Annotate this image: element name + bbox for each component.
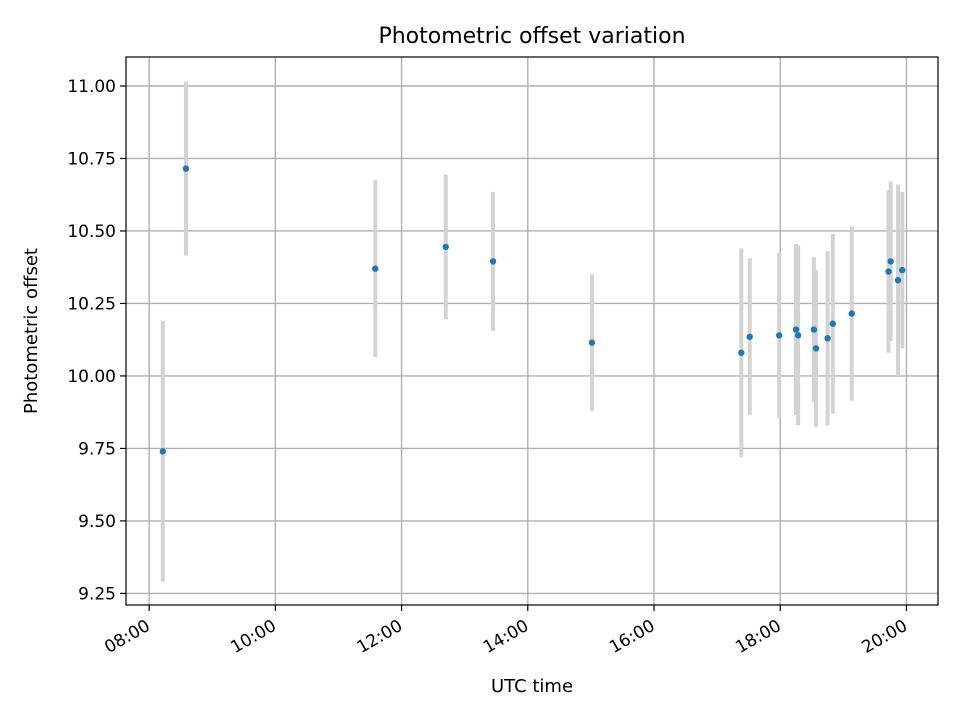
data-point	[746, 333, 753, 340]
y-tick-label: 10.00	[67, 367, 116, 387]
y-tick-label: 11.00	[67, 77, 116, 97]
data-point	[159, 448, 167, 455]
data-point	[588, 339, 596, 346]
data-point	[810, 326, 818, 333]
data-point	[182, 165, 190, 172]
data-point	[489, 258, 497, 265]
data-points	[159, 165, 906, 455]
y-tick-label: 9.75	[78, 439, 116, 459]
data-point	[775, 332, 783, 339]
data-point	[885, 268, 892, 275]
y-tick-label: 9.25	[78, 584, 116, 604]
data-point	[812, 345, 820, 352]
data-point	[792, 326, 800, 333]
axes-frame	[125, 56, 939, 606]
data-point	[372, 265, 379, 272]
y-tick-label: 10.25	[67, 294, 116, 314]
data-point	[894, 277, 902, 284]
data-point	[738, 349, 745, 356]
y-tick-label: 10.50	[67, 222, 116, 242]
data-point	[899, 266, 906, 274]
data-point	[794, 332, 802, 339]
data-point	[824, 335, 831, 342]
x-axis-label: UTC time	[491, 676, 573, 697]
data-point	[829, 320, 837, 327]
chart-title: Photometric offset variation	[378, 24, 685, 49]
data-point	[887, 258, 894, 265]
y-tick-label: 9.50	[78, 512, 116, 532]
y-axis-ticks: 9.25 9.50 9.75 10.00 10.25 10.50 10.75 11.00	[67, 77, 126, 604]
y-tick-label: 10.75	[67, 149, 116, 169]
data-point	[848, 310, 855, 317]
y-axis-label: Photometric offset	[21, 248, 42, 414]
data-point	[442, 243, 449, 251]
grid-lines	[126, 57, 938, 605]
